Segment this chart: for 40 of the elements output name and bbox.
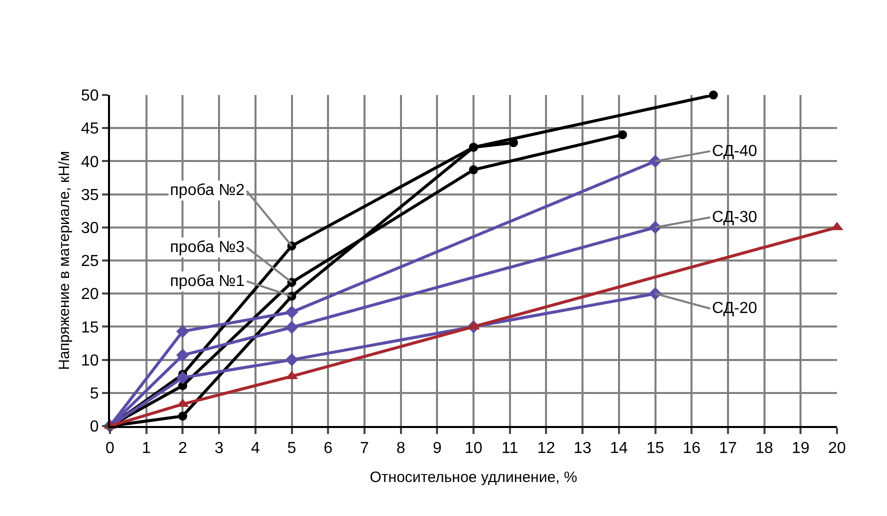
x-tick-label: 9 <box>432 440 442 458</box>
x-tick-label: 16 <box>682 440 701 458</box>
x-tick-label: 20 <box>828 440 846 458</box>
x-tick-label: 10 <box>464 440 482 458</box>
x-tick-label: 15 <box>646 440 664 458</box>
x-tick-label: 11 <box>502 440 518 458</box>
x-tick-label: 1 <box>142 440 151 458</box>
text: проба №2 <box>170 182 245 199</box>
x-tick-label: 2 <box>178 440 188 458</box>
y-tick-label: 30 <box>81 220 99 237</box>
x-tick-label: 8 <box>396 440 406 458</box>
y-axis-title: Напряжение в материале, кН/м <box>56 150 73 370</box>
y-tick-label: 35 <box>81 186 99 204</box>
text: проба №1 <box>170 273 245 290</box>
text: СД-30 <box>712 209 758 226</box>
x-tick-label: 5 <box>287 440 296 458</box>
x-tick-label: 18 <box>755 440 774 458</box>
x-tick-label: 19 <box>792 440 810 458</box>
x-tick-label: 7 <box>360 440 369 458</box>
text: проба №3 <box>170 239 245 256</box>
x-tick-label: 13 <box>574 440 592 458</box>
x-axis-title: Относительное удлинение, % <box>370 469 578 486</box>
text: СД-40 <box>712 143 758 160</box>
y-tick-label: 40 <box>81 154 99 171</box>
x-tick-label: 14 <box>610 440 628 458</box>
x-tick-label: 0 <box>106 440 115 458</box>
y-tick-label: 10 <box>81 352 99 370</box>
y-tick-label: 0 <box>90 418 99 436</box>
x-tick-label: 12 <box>537 440 556 458</box>
y-tick-label: 5 <box>90 386 99 402</box>
x-tick-label: 4 <box>250 440 260 458</box>
y-tick-label: 15 <box>81 319 99 336</box>
x-tick-label: 6 <box>324 440 333 458</box>
x-tick-label: 3 <box>214 440 224 458</box>
y-tick-label: 50 <box>81 88 99 105</box>
y-tick-label: 45 <box>81 120 99 138</box>
x-tick-label: 17 <box>719 440 737 458</box>
y-tick-label: 25 <box>81 253 99 270</box>
text: СД-20 <box>712 300 758 317</box>
y-tick-label: 20 <box>81 286 99 304</box>
